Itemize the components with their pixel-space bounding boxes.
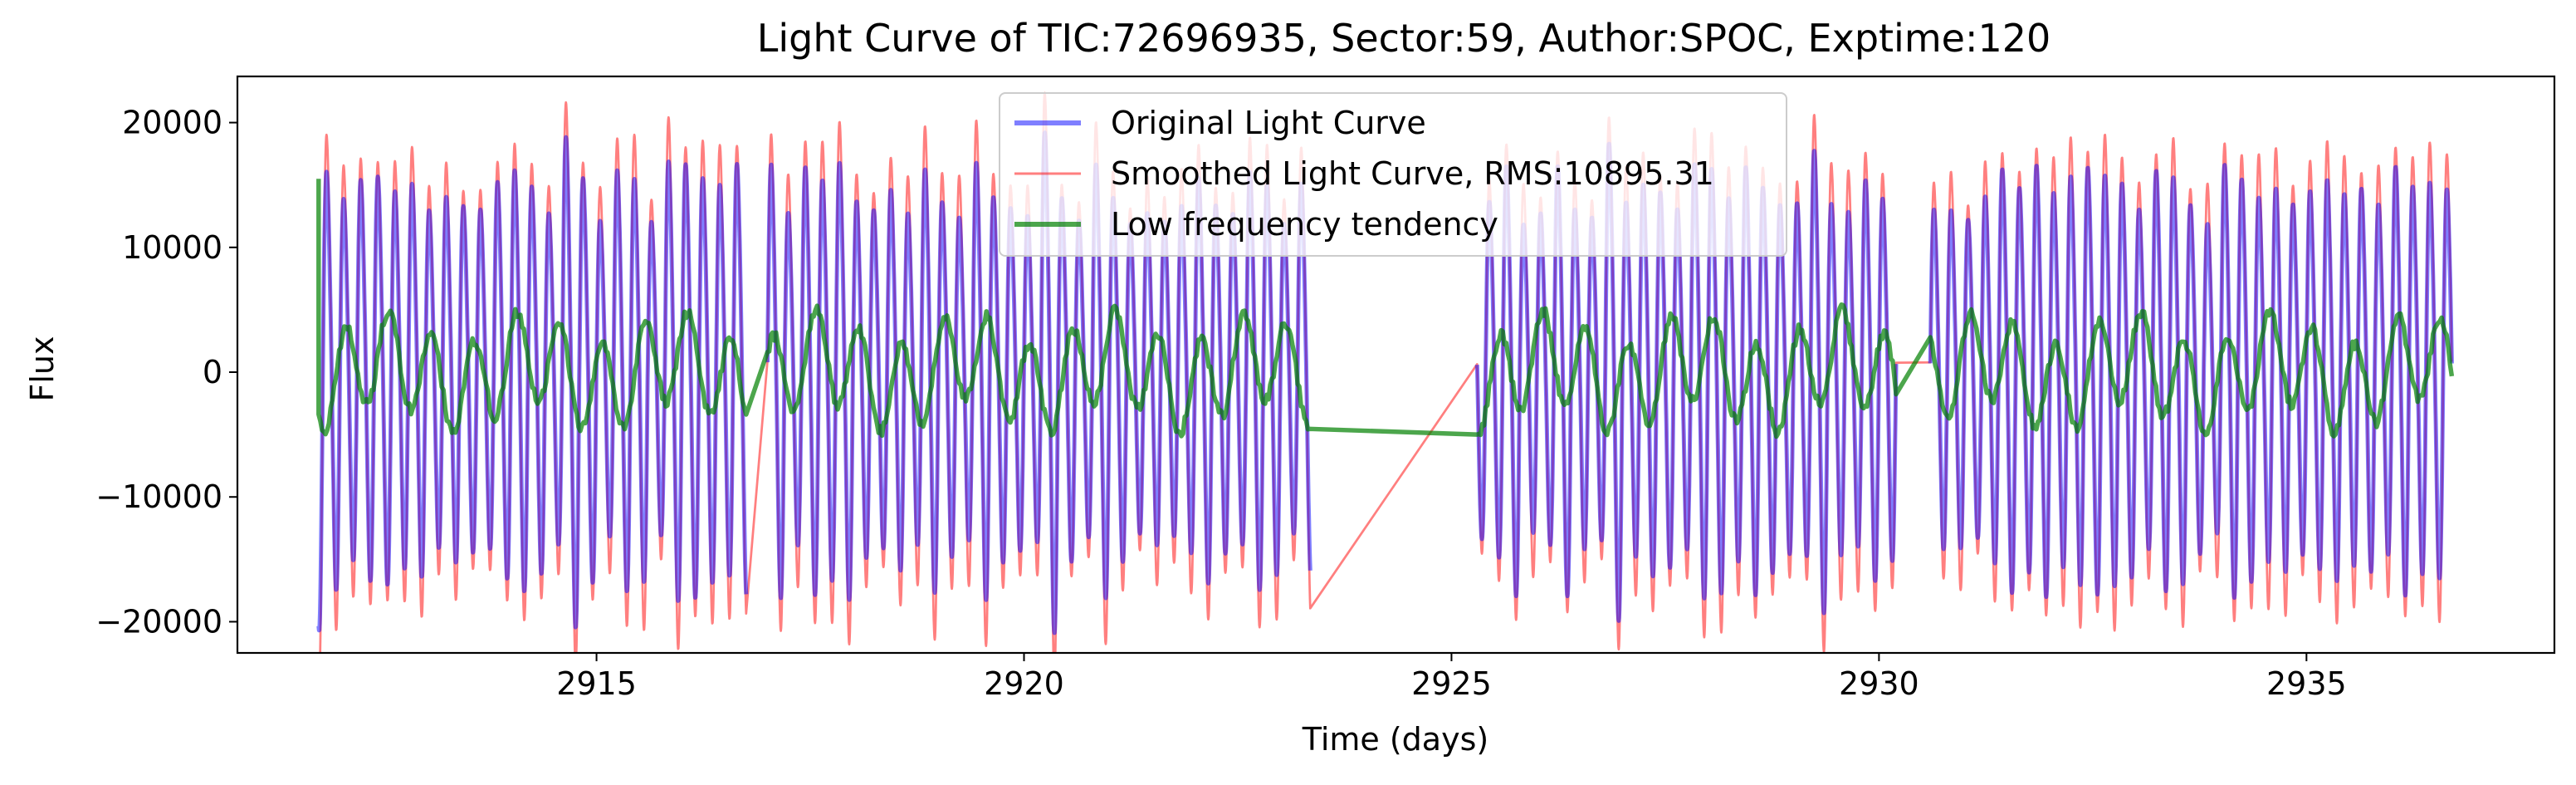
x-tick-label: 2925	[1411, 665, 1492, 702]
legend-box	[999, 92, 1787, 257]
series-original-light-curve	[765, 130, 1312, 635]
plot-area-frame	[236, 75, 2556, 655]
series-original-light-curve	[1474, 141, 1899, 623]
y-axis-label: Flux	[24, 336, 61, 402]
y-axis: −20000 −10000 0 10000 20000	[95, 105, 237, 640]
legend-label-low-frequency: Low frequency tendency	[1111, 206, 1498, 243]
chart-title: Light Curve of TIC:72696935, Sector:59, …	[757, 16, 2051, 61]
legend-label-original: Original Light Curve	[1111, 105, 1426, 141]
x-axis-label: Time (days)	[1302, 721, 1488, 758]
legend-label-smoothed: Smoothed Light Curve, RMS:10895.31	[1111, 155, 1714, 192]
y-tick-label: 20000	[122, 105, 222, 141]
series-layer	[316, 91, 2455, 653]
x-tick-label: 2930	[1839, 665, 1919, 702]
series-original-light-curve	[1928, 163, 2454, 601]
legend: Original Light Curve Smoothed Light Curv…	[999, 92, 1787, 257]
y-tick-label: −20000	[95, 603, 222, 640]
series-original-light-curve	[316, 135, 749, 633]
x-tick-label: 2935	[2266, 665, 2347, 702]
y-tick-label: 0	[203, 354, 222, 390]
x-tick-label: 2920	[984, 665, 1064, 702]
x-tick-label: 2915	[556, 665, 637, 702]
y-tick-label: −10000	[95, 478, 222, 515]
y-tick-label: 10000	[122, 229, 222, 266]
x-axis: 2915 2920 2925 2930 2935	[556, 653, 2347, 702]
series-low-frequency-tendency	[316, 179, 2455, 439]
